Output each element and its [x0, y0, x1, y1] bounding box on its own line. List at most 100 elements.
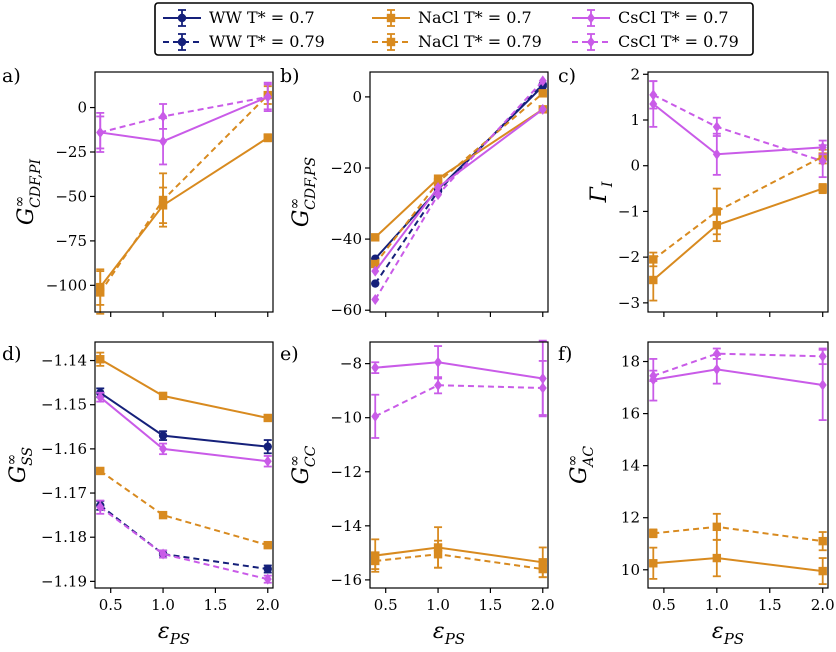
data-point	[818, 566, 827, 576]
data-point	[818, 350, 827, 362]
data-point	[712, 148, 721, 160]
axes-frame	[647, 71, 829, 313]
series-line	[99, 504, 268, 570]
y-tick-label: 10	[621, 561, 640, 579]
data-point	[538, 75, 547, 87]
series-nacl-dashed	[371, 539, 547, 579]
y-tick-label: −14	[330, 517, 362, 535]
data-point	[712, 121, 721, 133]
data-point	[96, 355, 105, 364]
y-tick-label: −60	[330, 301, 362, 319]
x-tick-label: 0.5	[652, 596, 676, 614]
data-point	[263, 455, 272, 467]
y-axis-label: G∞CDF,PS	[287, 157, 319, 227]
data-point	[649, 559, 658, 568]
y-tick-label: −1	[618, 202, 640, 220]
legend-marker	[386, 37, 396, 47]
data-point	[818, 155, 827, 167]
panel-label: e)	[280, 343, 299, 365]
data-point	[158, 431, 168, 440]
y-tick-label: 1	[630, 111, 640, 129]
series-nacl-dashed	[96, 85, 272, 315]
y-tick-label: −75	[55, 232, 87, 250]
legend-label: WW T* = 0.79	[209, 32, 325, 51]
panel-label: b)	[280, 65, 300, 87]
y-tick-label: −16	[330, 571, 362, 589]
series-cscl-solid	[96, 391, 272, 468]
data-point	[263, 540, 272, 550]
x-axis-label: εPS	[712, 619, 744, 648]
x-tick-label: 1.5	[758, 596, 782, 614]
series-nacl-dashed	[96, 466, 272, 550]
legend-entry-WW_079: WW T* = 0.79	[163, 32, 325, 51]
y-tick-label: −20	[330, 159, 362, 177]
data-point	[538, 89, 547, 98]
series-ww-dashed	[96, 500, 272, 574]
series-line	[653, 525, 823, 543]
series-cscl-dashed	[371, 360, 547, 439]
y-tick-label: 0	[630, 157, 640, 175]
series-ww-solid	[96, 387, 272, 455]
data-point	[263, 91, 272, 103]
x-tick-label: 2.0	[811, 596, 835, 614]
data-point	[263, 133, 272, 142]
x-tick-label: 1.5	[478, 596, 502, 614]
data-point	[371, 265, 380, 277]
y-axis-label: G∞CC	[287, 445, 319, 484]
legend-label: CsCl T* = 0.7	[618, 8, 729, 27]
y-tick-label: 18	[621, 353, 640, 371]
legend-marker	[177, 37, 187, 47]
data-point	[159, 548, 168, 560]
legend-entry-Na_07: NaCl T* = 0.7	[372, 8, 532, 27]
legend-label: WW T* = 0.7	[209, 8, 315, 27]
data-point	[96, 501, 105, 513]
y-tick-label: −3	[618, 294, 640, 312]
data-point	[371, 294, 380, 306]
data-point	[371, 279, 380, 288]
legend-entry-Na_079: NaCl T* = 0.79	[372, 32, 542, 51]
series-line	[652, 103, 823, 156]
series-cscl-dashed	[649, 80, 827, 179]
data-point	[818, 536, 827, 546]
data-point	[649, 255, 658, 264]
data-point	[96, 126, 105, 138]
series-cscl-dashed	[649, 347, 827, 382]
series-line	[99, 94, 269, 294]
x-tick-label: 1.0	[151, 596, 175, 614]
y-tick-label: 0	[77, 99, 87, 117]
data-point	[649, 529, 658, 538]
series-cscl-dashed	[96, 83, 272, 150]
data-point	[159, 110, 168, 122]
series-nacl-dashed	[649, 512, 827, 552]
panel-label: d)	[2, 343, 22, 365]
data-point	[538, 103, 547, 115]
data-point	[434, 356, 443, 368]
legend-entry-Cs_07: CsCl T* = 0.7	[572, 8, 729, 27]
y-tick-label: −1.18	[41, 528, 87, 546]
y-tick-label: 16	[621, 405, 640, 423]
series-line	[99, 470, 269, 547]
y-tick-label: −50	[55, 187, 87, 205]
x-axis-label: εPS	[158, 619, 190, 648]
y-tick-label: 0	[352, 88, 362, 106]
series-cscl-solid	[649, 348, 827, 421]
series-line	[99, 506, 268, 581]
panel-f: f) 18 16 14 12 10 0.5 1.0 1.5 2.0 G∞AC εPS	[558, 341, 835, 648]
x-tick-label: 2.0	[256, 596, 280, 614]
series-nacl-solid	[96, 351, 272, 423]
y-tick-label: 2	[630, 65, 640, 83]
legend-label: CsCl T* = 0.79	[618, 32, 739, 51]
data-point	[371, 259, 380, 269]
panel-e: e) −8 −10 −12 −14 −16 0.5 1.0 1.5 2.0 G∞CC εPS	[280, 339, 555, 648]
axes-frame	[94, 341, 274, 589]
data-point	[96, 466, 105, 476]
series-line	[375, 361, 543, 380]
panel-c: c) 2 1 0 −1 −2 −3 ΓI	[558, 65, 829, 317]
y-axis-label: G∞SS	[4, 447, 36, 483]
series-line	[375, 546, 543, 564]
series-line	[653, 557, 823, 573]
series-line	[653, 368, 823, 386]
series-nacl-solid	[371, 526, 547, 579]
data-point	[96, 288, 105, 297]
